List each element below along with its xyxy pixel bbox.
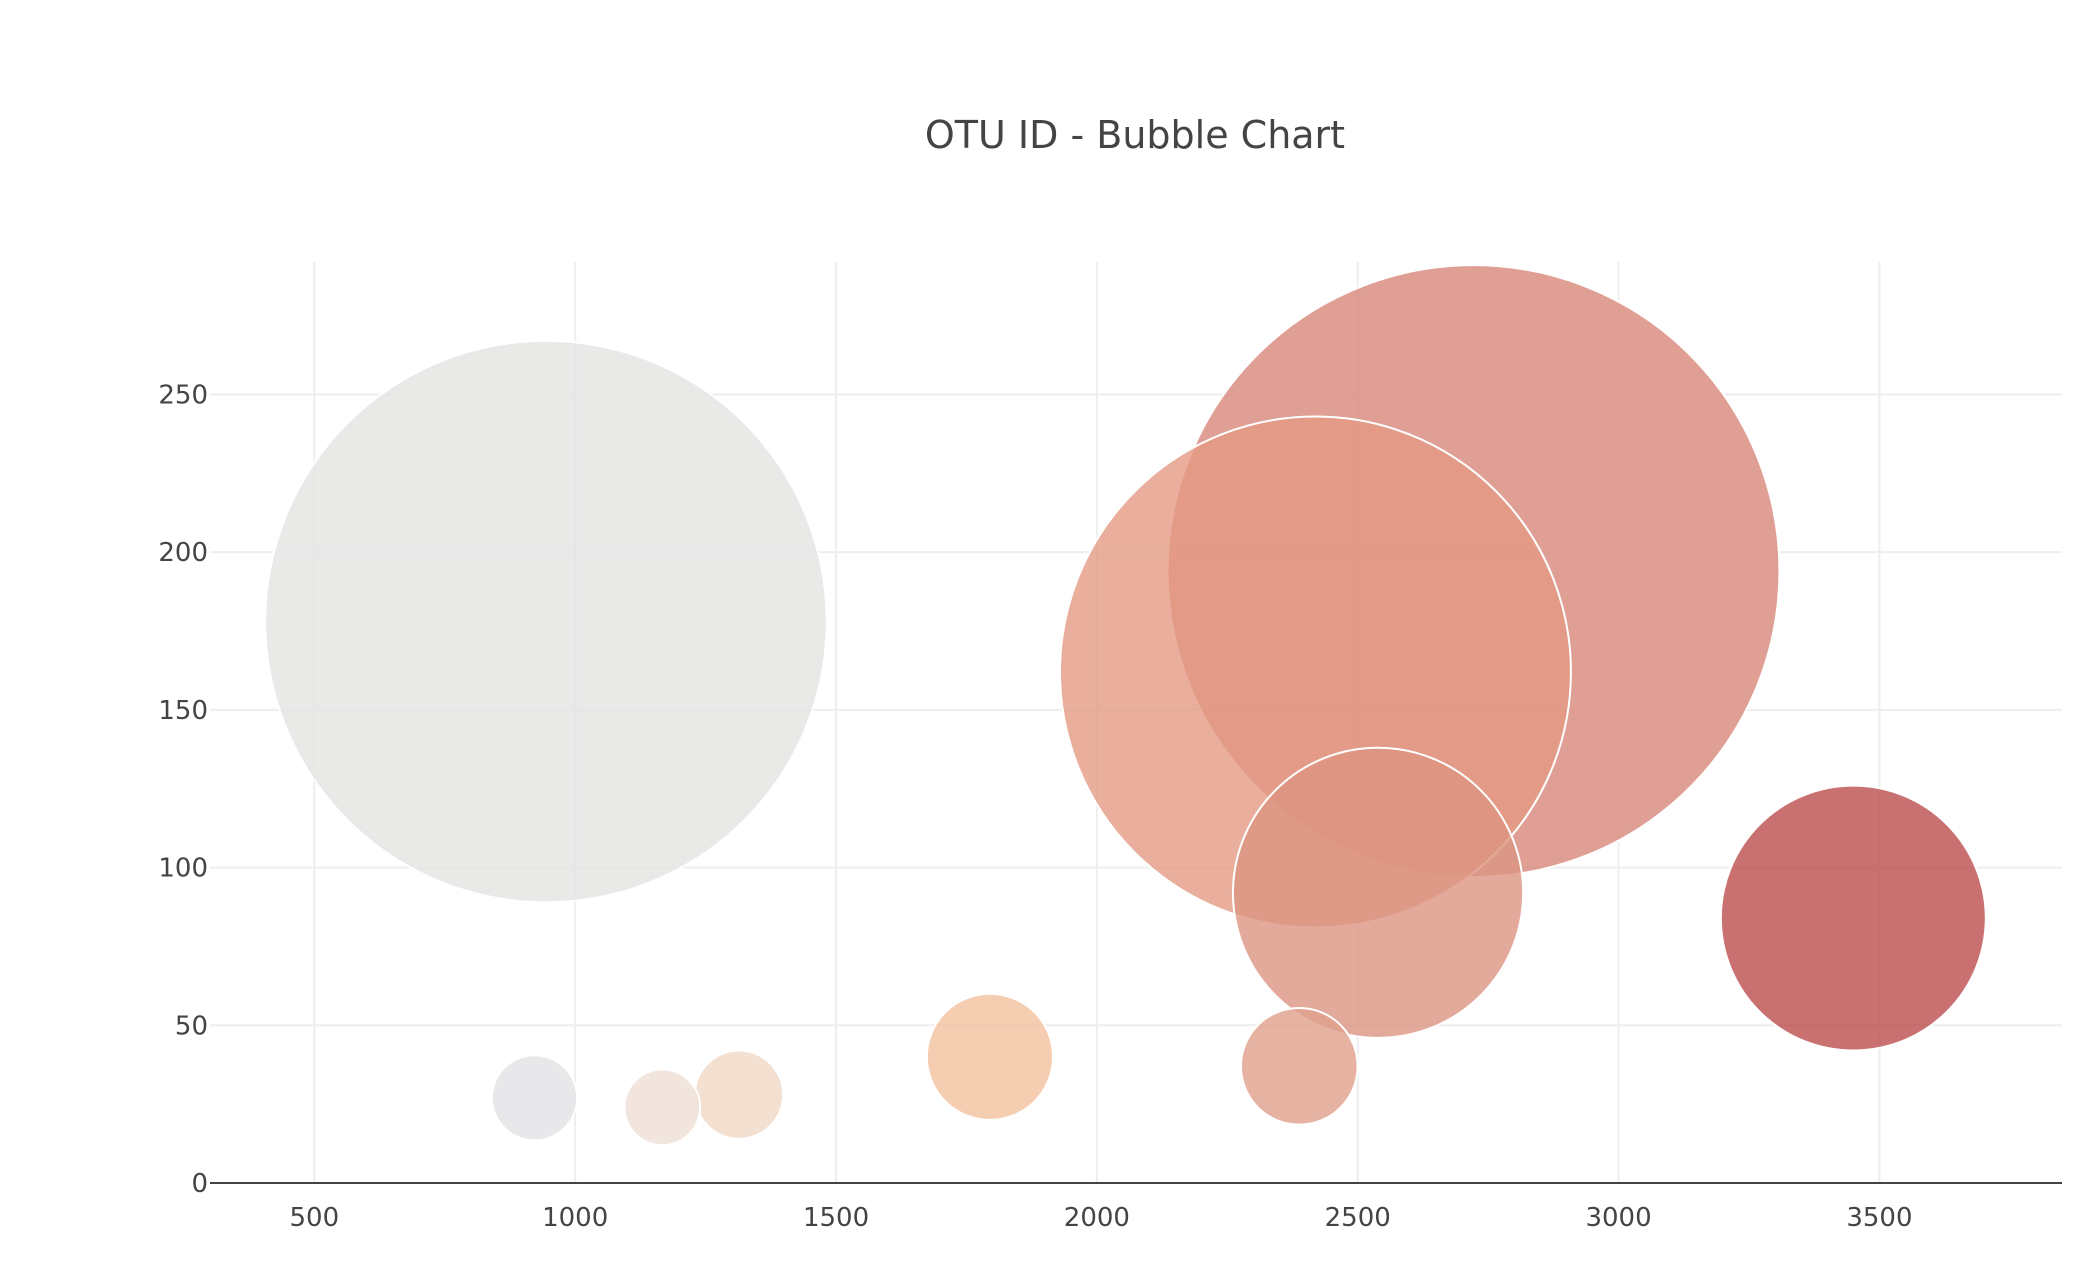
axis-layer: 500 1000 1500 2000 2500 3000 3500 0 50 100 150 200 2…	[158, 380, 2062, 1233]
bubble-point	[1719, 784, 1987, 1052]
x-tick-label: 500	[290, 1203, 340, 1233]
bubble-point	[1239, 1006, 1359, 1126]
bubble-point	[693, 1049, 785, 1140]
x-tick-label: 2500	[1325, 1203, 1391, 1233]
chart-title: OTU ID - Bubble Chart	[925, 113, 1345, 157]
x-tick-label: 2000	[1064, 1203, 1130, 1233]
bubble-point	[925, 992, 1055, 1121]
x-tick-label: 1000	[542, 1203, 608, 1233]
bubble-point	[264, 339, 828, 904]
y-tick-label: 0	[191, 1169, 208, 1199]
y-tick-label: 100	[158, 854, 208, 884]
y-tick-label: 250	[158, 380, 208, 410]
x-tick-label: 3500	[1846, 1203, 1912, 1233]
bubble-point	[490, 1054, 579, 1142]
x-tick-label: 1500	[803, 1203, 869, 1233]
x-tick-label: 3000	[1585, 1203, 1651, 1233]
bubble-point	[623, 1068, 702, 1147]
bubble-point	[1231, 746, 1525, 1039]
y-tick-label: 200	[158, 538, 208, 568]
y-tick-label: 50	[175, 1011, 208, 1041]
y-tick-label: 150	[158, 696, 208, 726]
bubble-layer	[264, 264, 1987, 1147]
